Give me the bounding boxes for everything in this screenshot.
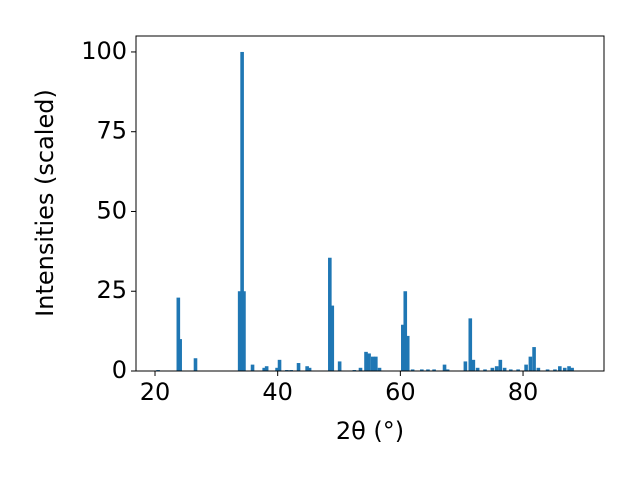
bar xyxy=(502,367,507,371)
bar xyxy=(262,367,266,371)
bar xyxy=(532,347,536,371)
plot-frame xyxy=(135,35,605,372)
bar xyxy=(374,356,378,371)
x-tick-label: 40 xyxy=(262,378,293,406)
bar xyxy=(445,369,450,371)
bar xyxy=(328,257,332,371)
y-axis-label: Intensities (scaled) xyxy=(31,89,59,317)
bar xyxy=(528,356,533,371)
bar xyxy=(242,291,246,371)
bar xyxy=(405,335,410,371)
bar xyxy=(176,297,181,371)
y-tick-label: 25 xyxy=(96,276,127,304)
x-tick-label: 20 xyxy=(140,378,171,406)
bar xyxy=(264,366,269,371)
bar xyxy=(471,359,476,371)
bar xyxy=(240,51,244,371)
x-tick-label: 80 xyxy=(508,378,539,406)
bar xyxy=(364,351,368,371)
bar xyxy=(401,324,405,371)
bar xyxy=(553,369,557,371)
bar xyxy=(490,367,495,371)
bar xyxy=(358,367,363,371)
bar xyxy=(463,361,468,371)
bar xyxy=(420,369,424,371)
bar xyxy=(367,353,371,371)
bar xyxy=(277,359,282,371)
bar xyxy=(370,356,375,371)
y-tick-label: 75 xyxy=(96,117,127,145)
bar xyxy=(475,367,480,371)
bar xyxy=(562,367,567,371)
bar xyxy=(275,367,279,371)
bar xyxy=(508,369,513,371)
bar xyxy=(567,366,571,371)
x-tick-label: 60 xyxy=(385,378,416,406)
bar xyxy=(524,364,528,371)
bar xyxy=(305,366,309,371)
bar xyxy=(516,369,520,371)
bar xyxy=(250,364,255,371)
bar xyxy=(296,363,301,371)
bar xyxy=(483,369,487,371)
bar xyxy=(442,364,447,371)
bar xyxy=(570,367,574,371)
bar xyxy=(377,367,382,371)
y-tick-label: 100 xyxy=(81,37,127,65)
bar xyxy=(494,366,499,371)
bar xyxy=(403,291,408,371)
bar xyxy=(307,367,312,371)
bar xyxy=(178,339,182,371)
bar xyxy=(410,369,415,371)
y-tick-label: 50 xyxy=(96,196,127,224)
bar xyxy=(536,367,541,371)
bar xyxy=(468,318,473,371)
bar xyxy=(498,359,503,371)
x-axis-label: 2θ (°) xyxy=(336,417,404,445)
y-tick-label: 0 xyxy=(112,356,127,384)
bar xyxy=(426,369,430,371)
bar xyxy=(193,358,198,371)
bar xyxy=(432,369,436,371)
bar xyxy=(558,366,562,371)
bar xyxy=(545,369,550,371)
bar xyxy=(337,361,342,371)
bar xyxy=(330,305,335,371)
bar xyxy=(237,291,242,371)
